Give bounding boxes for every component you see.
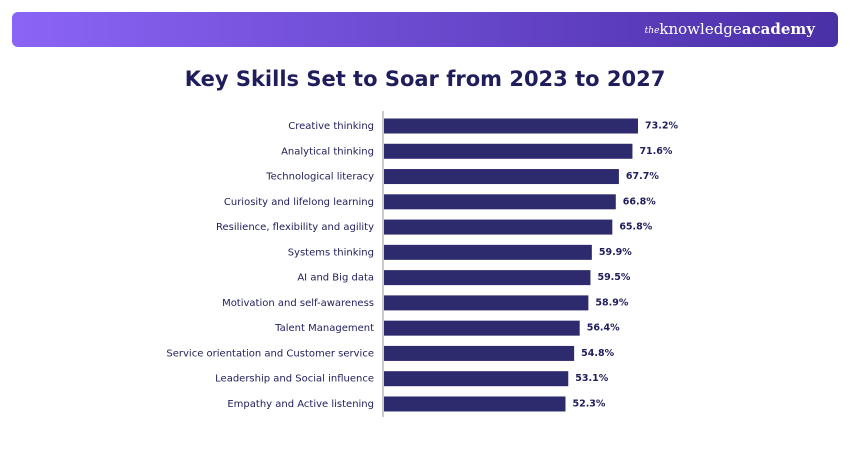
brand: theknowledgeacademy	[645, 20, 817, 38]
value-label: 53.1%	[575, 373, 608, 384]
header-banner	[12, 12, 838, 47]
category-label: Talent Management	[274, 323, 374, 334]
bar	[384, 219, 613, 235]
category-label: Technological literacy	[265, 172, 374, 183]
category-label: Motivation and self-awareness	[222, 298, 374, 309]
category-label: Creative thinking	[288, 121, 374, 132]
value-label: 54.8%	[581, 348, 614, 359]
bar	[384, 320, 580, 336]
value-label: 71.6%	[639, 146, 672, 157]
value-label: 56.4%	[587, 323, 620, 334]
category-label: Empathy and Active listening	[227, 399, 374, 410]
bar	[384, 270, 591, 286]
category-label: Resilience, flexibility and agility	[216, 222, 374, 233]
bar	[384, 371, 569, 387]
bar	[384, 295, 589, 311]
value-label: 59.5%	[597, 272, 630, 283]
value-label: 66.8%	[623, 196, 656, 207]
category-label: Service orientation and Customer service	[166, 348, 374, 359]
brand-prefix: the	[645, 26, 660, 36]
bar	[384, 396, 566, 412]
category-label: Systems thinking	[288, 247, 374, 258]
category-label: Curiosity and lifelong learning	[224, 197, 374, 208]
value-label: 59.9%	[599, 247, 632, 258]
bar	[384, 345, 575, 361]
bar	[384, 194, 616, 210]
brand-main: knowledge	[659, 20, 741, 38]
value-label: 65.8%	[619, 222, 652, 233]
chart-title: Key Skills Set to Soar from 2023 to 2027	[185, 67, 666, 91]
brand-bold: academy	[742, 20, 816, 38]
category-label: Leadership and Social influence	[215, 374, 374, 385]
category-label: Analytical thinking	[281, 146, 374, 157]
bar	[384, 169, 619, 185]
bar	[384, 118, 638, 134]
bar	[384, 244, 592, 260]
category-label: AI and Big data	[297, 273, 374, 284]
bar	[384, 143, 633, 159]
value-label: 52.3%	[572, 398, 605, 409]
value-label: 73.2%	[645, 121, 678, 132]
value-label: 67.7%	[626, 171, 659, 182]
value-label: 58.9%	[595, 297, 628, 308]
